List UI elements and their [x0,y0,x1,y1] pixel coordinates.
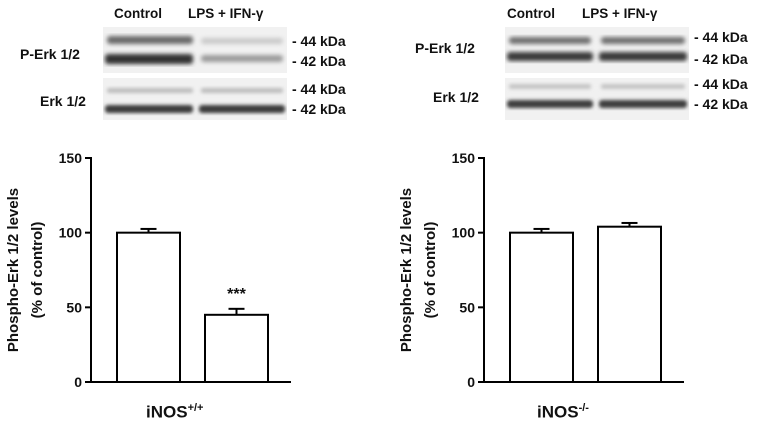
blot-image-erk [103,78,287,120]
y-tick-label: 100 [452,225,476,241]
blot-image-p-erk [505,27,689,73]
panel-title-text: iNOS [146,402,188,422]
y-axis-label: Phospho-Erk 1/2 levels [5,188,22,352]
panel-title-ko: iNOS-/- [537,402,589,423]
y-tick-label: 50 [459,299,475,315]
bar [509,231,574,383]
kda-marker-erk-42: - 42 kDa [292,101,346,117]
kda-marker-erk-44: - 44 kDa [694,76,748,92]
panel-title-genotype: +/+ [187,402,204,414]
kda-marker-erk-42: - 42 kDa [694,96,748,112]
bar-chart-ko: Phospho-Erk 1/2 levels (% of control) 0 50 1… [398,150,684,390]
y-tick-label: 150 [59,150,83,166]
column-label-control: Control [114,6,162,21]
blot-image-erk [505,78,689,120]
blot-image-p-erk [103,27,287,73]
blot-label-erk: Erk 1/2 [40,93,86,109]
y-tick-label: 100 [59,225,83,241]
bar [204,313,269,383]
kda-marker-p-erk-42: - 42 kDa [292,53,346,69]
panel-title-wt: iNOS+/+ [146,402,203,423]
kda-marker-p-erk-44: - 44 kDa [292,33,346,49]
y-axis-label: (% of control) [422,222,439,319]
column-label-lps-ifn: LPS + IFN-γ [582,6,658,21]
blot-label-erk: Erk 1/2 [433,89,479,105]
significance-label: *** [227,286,246,303]
panel-title-genotype: -/- [578,402,589,414]
bar [116,231,181,383]
kda-marker-p-erk-44: - 44 kDa [694,29,748,45]
blot-label-p-erk: P-Erk 1/2 [415,40,475,56]
column-label-lps-ifn: LPS + IFN-γ [188,6,264,21]
blot-label-p-erk: P-Erk 1/2 [20,46,80,62]
kda-marker-p-erk-42: - 42 kDa [694,51,748,67]
column-label-control: Control [507,6,555,21]
panel-title-text: iNOS [537,402,579,422]
y-tick-label: 0 [467,374,475,390]
y-tick-label: 0 [74,374,82,390]
y-axis-label: (% of control) [29,222,46,319]
bar-chart-wt: Phospho-Erk 1/2 levels (% of control) 0 50 1… [5,150,291,390]
y-tick-label: 150 [452,150,476,166]
bar [597,225,662,384]
y-tick-label: 50 [66,299,82,315]
kda-marker-erk-44: - 44 kDa [292,81,346,97]
y-axis-label: Phospho-Erk 1/2 levels [398,188,415,352]
